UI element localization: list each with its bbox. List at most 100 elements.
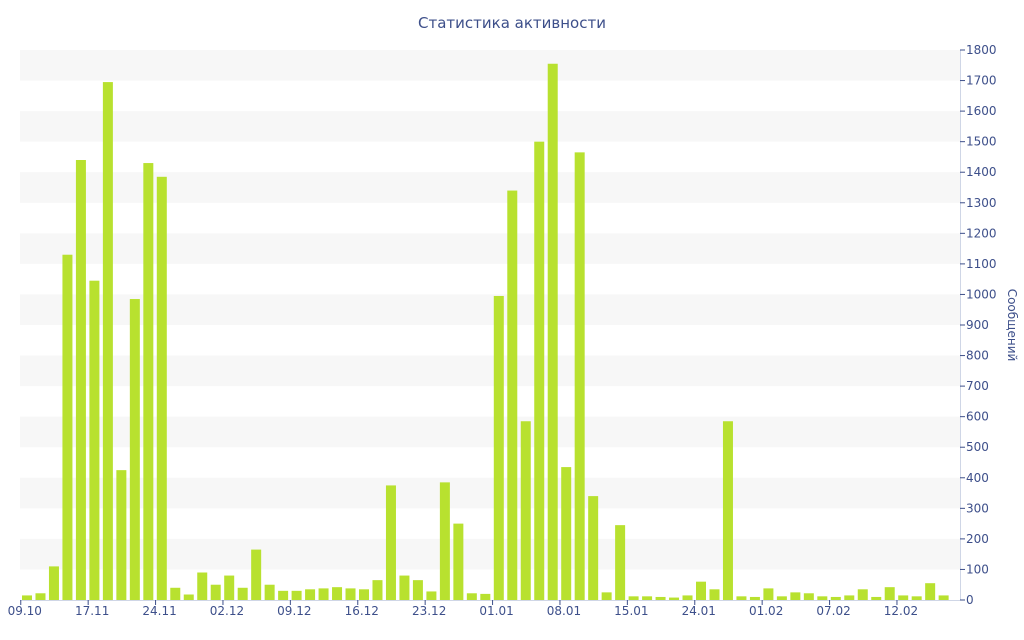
bar [588,496,599,600]
bar [749,596,760,600]
x-tick-label: 15.01 [614,604,648,618]
bar [210,584,221,600]
grid-band [20,416,960,448]
bar [574,152,585,600]
bar [884,587,895,600]
y-tick-label: 1600 [966,104,997,118]
bar [35,593,46,600]
bar [871,596,882,600]
y-axis-label: Сообщений [1005,289,1019,362]
bar [857,589,868,600]
x-tick-label: 01.02 [749,604,783,618]
bar [790,592,801,600]
grid-band [20,50,960,81]
bar [426,591,437,600]
bar [143,163,154,601]
bar [493,295,504,600]
y-tick-label: 0 [966,593,974,607]
bar [776,596,787,600]
bar [763,588,774,600]
grid-band [20,355,960,387]
bar [507,190,518,601]
y-tick-label: 1500 [966,135,997,149]
x-tick-label: 09.12 [277,604,311,618]
y-tick-label: 1200 [966,226,997,240]
bar [264,584,275,600]
bar [170,587,181,600]
bar [615,525,626,600]
y-tick-label: 400 [966,471,989,485]
bar [156,176,167,601]
x-axis-ticks: 09.10 17.11 24.11 02.12 09.12 16.12 23.12 01.01… [8,600,918,618]
y-tick-label: 200 [966,532,989,546]
y-tick-label: 300 [966,501,989,515]
bar [385,485,396,600]
bar [439,482,450,600]
x-tick-label: 24.11 [142,604,176,618]
bar [197,572,208,600]
x-tick-label: 02.12 [210,604,244,618]
grid-band [20,111,960,142]
grid-band [20,538,960,570]
bar [453,523,464,600]
bar [412,580,423,600]
bar [466,593,477,600]
y-tick-label: 900 [966,318,989,332]
bar [682,595,693,600]
bars-group [22,63,949,601]
bar [305,589,316,600]
bar [911,596,922,600]
y-tick-label: 1800 [966,43,997,57]
y-tick-label: 1000 [966,287,997,301]
bar [642,596,653,600]
bar [291,590,302,600]
y-tick-label: 1700 [966,74,997,88]
bar [399,575,410,600]
bar [224,575,235,600]
bar [830,596,841,600]
bar [129,299,140,600]
x-tick-label: 09.10 [8,604,42,618]
bar [561,467,572,600]
bar [102,82,113,601]
bar [75,160,86,600]
bar [48,566,59,600]
x-tick-label: 12.02 [884,604,918,618]
y-axis-ticks: 0 100 200 300 400 500 600 700 800 900 1000 1100 1200… [960,43,997,607]
x-tick-label: 07.02 [816,604,850,618]
bar [669,597,680,600]
bar [332,587,343,600]
bar [480,593,491,600]
bar [938,595,949,600]
bar [251,549,262,600]
x-tick-label: 01.01 [479,604,513,618]
grid-band [20,233,960,264]
bar [601,592,612,600]
y-tick-label: 500 [966,440,989,454]
grid-band [20,477,960,509]
bar [62,254,73,600]
grid-band [20,294,960,325]
bar [520,421,531,600]
bar [318,588,329,600]
bar [372,580,383,600]
x-tick-label: 16.12 [345,604,379,618]
x-tick-label: 24.01 [682,604,716,618]
bar [844,595,855,600]
bar [183,594,194,600]
bar [709,589,720,600]
grid-bands [20,50,960,570]
y-tick-label: 600 [966,410,989,424]
bar [116,470,127,600]
bar [278,590,289,600]
grid-band [20,172,960,203]
bar [534,141,545,600]
y-tick-label: 1100 [966,257,997,271]
bar [925,583,936,600]
y-tick-label: 800 [966,349,989,363]
bar [547,63,558,600]
bar [628,596,639,600]
bar [89,280,100,600]
bar [345,588,356,600]
